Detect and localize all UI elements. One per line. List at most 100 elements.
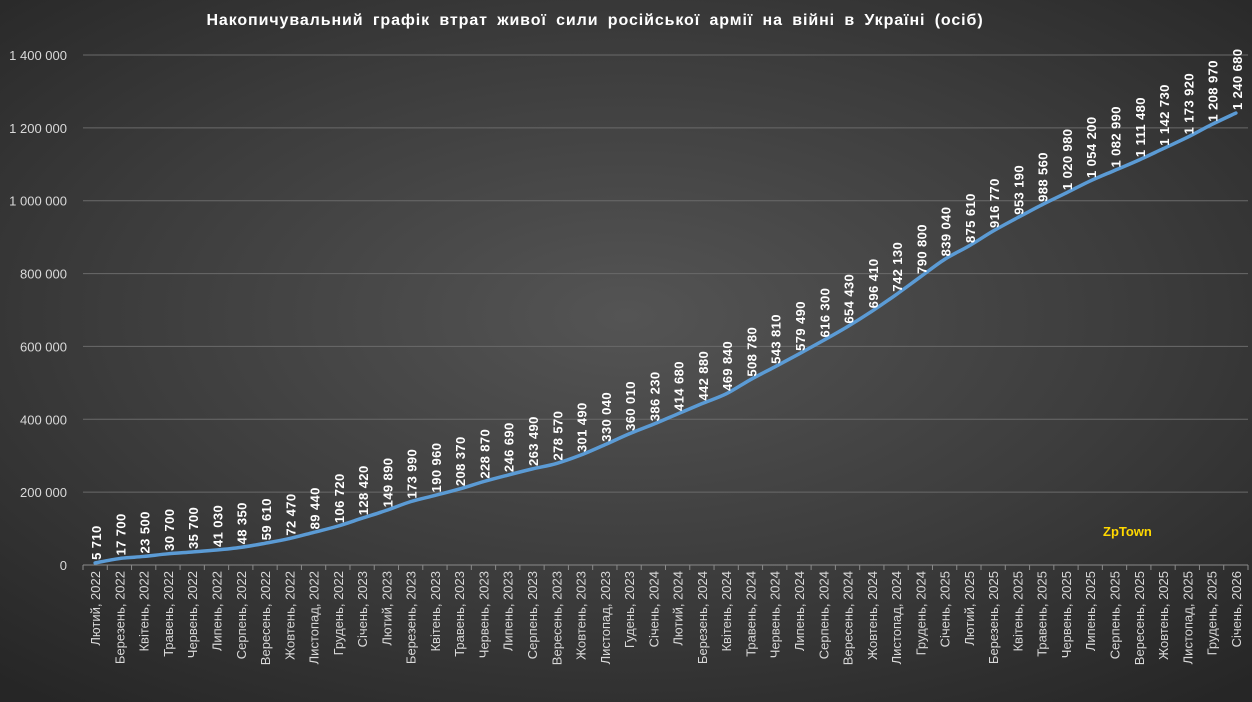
data-label: 386 230 xyxy=(647,372,662,422)
data-point xyxy=(117,557,121,561)
data-point xyxy=(773,365,777,369)
x-tick-label: Січень, 2025 xyxy=(938,571,953,647)
data-label: 1 020 980 xyxy=(1060,129,1075,190)
data-point xyxy=(821,338,825,342)
data-label: 72 470 xyxy=(283,493,298,535)
x-tick-label: Вересень, 2023 xyxy=(549,571,564,665)
x-tick-label: Травень, 2022 xyxy=(161,571,176,657)
data-label: 128 420 xyxy=(356,465,371,515)
data-point xyxy=(554,462,558,466)
y-tick-label: 800 000 xyxy=(20,267,67,282)
data-label: 30 700 xyxy=(162,509,177,551)
data-point xyxy=(1113,168,1117,172)
x-tick-label: Червень, 2022 xyxy=(185,571,200,658)
x-tick-label: Січень, 2024 xyxy=(646,571,661,647)
data-label: 59 610 xyxy=(259,498,274,540)
watermark: ZpTown xyxy=(1103,524,1152,539)
data-label: 1 173 920 xyxy=(1181,73,1196,134)
data-label: 1 240 680 xyxy=(1230,49,1245,110)
data-point xyxy=(748,378,752,382)
x-tick-label: Січень, 2023 xyxy=(355,571,370,647)
data-label: 301 490 xyxy=(575,402,590,452)
data-point xyxy=(530,467,534,471)
x-tick-label: Гудень, 2023 xyxy=(622,571,637,648)
data-point xyxy=(1210,123,1214,127)
data-label: 208 370 xyxy=(453,436,468,486)
data-point xyxy=(166,552,170,556)
data-point xyxy=(603,443,607,447)
data-point xyxy=(1137,158,1141,162)
x-tick-label: Жовтень, 2023 xyxy=(574,571,589,660)
data-point xyxy=(627,432,631,436)
data-point xyxy=(360,516,364,520)
data-label: 875 610 xyxy=(963,193,978,243)
data-point xyxy=(991,229,995,233)
data-point xyxy=(239,545,243,549)
y-tick-label: 0 xyxy=(60,558,67,573)
data-point xyxy=(287,537,291,541)
y-tick-label: 400 000 xyxy=(20,412,67,427)
y-tick-label: 600 000 xyxy=(20,339,67,354)
x-tick-label: Березень, 2024 xyxy=(695,571,710,664)
data-label: 654 430 xyxy=(842,274,857,324)
data-label: 228 870 xyxy=(477,429,492,479)
x-tick-label: Липень, 2022 xyxy=(209,571,224,651)
x-tick-label: Листопад, 2023 xyxy=(598,571,613,664)
data-label: 48 350 xyxy=(235,502,250,544)
x-tick-label: Листопад, 2025 xyxy=(1180,571,1195,664)
data-point xyxy=(481,480,485,484)
x-tick-label: Листопад, 2022 xyxy=(307,571,322,664)
x-tick-label: Грудень, 2025 xyxy=(1205,571,1220,655)
data-point xyxy=(336,524,340,528)
x-tick-label: Серпень, 2024 xyxy=(816,571,831,659)
data-point xyxy=(651,422,655,426)
data-label: 1 082 990 xyxy=(1109,106,1124,167)
x-tick-label: Лютий, 2025 xyxy=(962,571,977,646)
data-label: 35 700 xyxy=(186,507,201,549)
data-label: 106 720 xyxy=(332,473,347,523)
series-line xyxy=(93,111,1238,565)
x-tick-label: Червень, 2024 xyxy=(768,571,783,658)
data-label: 1 208 970 xyxy=(1206,60,1221,121)
data-point xyxy=(312,530,316,534)
x-tick-label: Квітень, 2023 xyxy=(428,571,443,652)
x-tick-label: Серпень, 2025 xyxy=(1108,571,1123,659)
data-label: 1 111 480 xyxy=(1133,97,1148,157)
x-tick-label: Липень, 2025 xyxy=(1083,571,1098,651)
data-label: 543 810 xyxy=(769,314,784,364)
data-label: 508 780 xyxy=(744,327,759,377)
x-tick-label: Березень, 2025 xyxy=(986,571,1001,664)
x-tick-label: Червень, 2023 xyxy=(476,571,491,658)
data-point xyxy=(1040,203,1044,207)
data-label: 246 690 xyxy=(502,422,517,472)
y-tick-label: 1 200 000 xyxy=(9,121,67,136)
x-tick-label: Травень, 2024 xyxy=(743,571,758,657)
data-point xyxy=(1088,179,1092,183)
data-label: 263 490 xyxy=(526,416,541,466)
data-label: 149 890 xyxy=(380,458,395,508)
data-label: 190 960 xyxy=(429,443,444,493)
data-point xyxy=(409,500,413,504)
data-label: 278 570 xyxy=(550,411,565,461)
x-tick-label: Лютий, 2024 xyxy=(671,571,686,646)
data-label: 742 130 xyxy=(890,242,905,292)
data-label: 414 680 xyxy=(672,361,687,411)
data-point xyxy=(967,244,971,248)
x-tick-label: Вересень, 2022 xyxy=(258,571,273,665)
data-point xyxy=(433,493,437,497)
x-tick-label: Липень, 2024 xyxy=(792,571,807,651)
data-label: 1 054 200 xyxy=(1084,117,1099,178)
x-tick-label: Жовтень, 2024 xyxy=(865,571,880,660)
x-tick-label: Жовтень, 2022 xyxy=(282,571,297,660)
x-tick-label: Листопад, 2024 xyxy=(889,571,904,664)
y-tick-label: 1 000 000 xyxy=(9,194,67,209)
data-point xyxy=(943,257,947,261)
x-tick-label: Квітень, 2022 xyxy=(137,571,152,652)
data-point xyxy=(846,325,850,329)
data-point xyxy=(700,402,704,406)
x-tick-label: Червень, 2025 xyxy=(1059,571,1074,658)
data-label: 616 300 xyxy=(817,288,832,338)
data-point xyxy=(190,550,194,554)
